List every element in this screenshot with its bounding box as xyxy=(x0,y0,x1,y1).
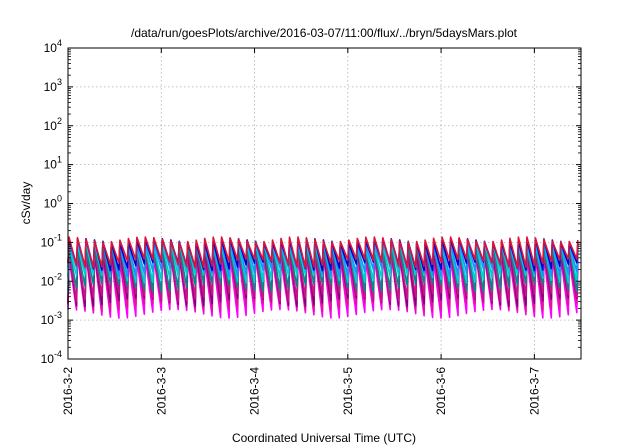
y-tick-label-exponent: -2 xyxy=(54,271,62,281)
series-line xyxy=(67,236,579,269)
y-tick-label-base: 10 xyxy=(44,197,58,211)
y-tick-label: 10-1 xyxy=(41,232,62,249)
y-tick-label: 10-3 xyxy=(41,310,62,327)
chart-title: /data/run/goesPlots/archive/2016-03-07/1… xyxy=(131,26,518,40)
y-tick-label-base: 10 xyxy=(41,235,55,249)
x-tick-label: 2016-3-7 xyxy=(527,367,541,415)
y-tick-label-exponent: 3 xyxy=(57,77,62,87)
y-tick-label-base: 10 xyxy=(44,80,58,94)
y-tick-label-base: 10 xyxy=(41,313,55,327)
y-tick-label-base: 10 xyxy=(44,158,58,172)
x-axis-label: Coordinated Universal Time (UTC) xyxy=(232,431,416,445)
y-tick-label: 10-2 xyxy=(41,271,62,288)
y-tick-label: 101 xyxy=(44,155,62,172)
x-tick-label: 2016-3-6 xyxy=(434,367,448,415)
y-tick-label-exponent: 0 xyxy=(57,194,62,204)
y-tick-label-exponent: -1 xyxy=(54,232,62,242)
x-tick-label: 2016-3-3 xyxy=(154,367,168,415)
y-tick-label-base: 10 xyxy=(41,274,55,288)
y-tick-label-base: 10 xyxy=(41,352,55,366)
y-tick-label: 100 xyxy=(44,194,62,211)
y-tick-label: 104 xyxy=(44,38,62,55)
y-tick-label-exponent: 4 xyxy=(57,38,62,48)
y-tick-label-exponent: -4 xyxy=(54,349,62,359)
y-tick-label: 10-4 xyxy=(41,349,62,366)
y-tick-label: 102 xyxy=(44,116,62,133)
x-tick-label: 2016-3-5 xyxy=(341,367,355,415)
y-tick-label-base: 10 xyxy=(44,119,58,133)
y-tick-label-exponent: 2 xyxy=(57,116,62,126)
x-tick-label: 2016-3-4 xyxy=(248,367,262,415)
y-tick-label-exponent: -3 xyxy=(54,310,62,320)
series-layer xyxy=(67,236,579,319)
x-tick-label: 2016-3-2 xyxy=(61,367,75,415)
y-axis-label: cSv/day xyxy=(19,182,33,225)
y-tick-label-exponent: 1 xyxy=(57,155,62,165)
x-axis: 2016-3-2 2016-3-3 2016-3-4 2016-3-5 2016-3-6… xyxy=(61,48,541,415)
y-tick-label: 103 xyxy=(44,77,62,94)
y-tick-label-base: 10 xyxy=(44,41,58,55)
